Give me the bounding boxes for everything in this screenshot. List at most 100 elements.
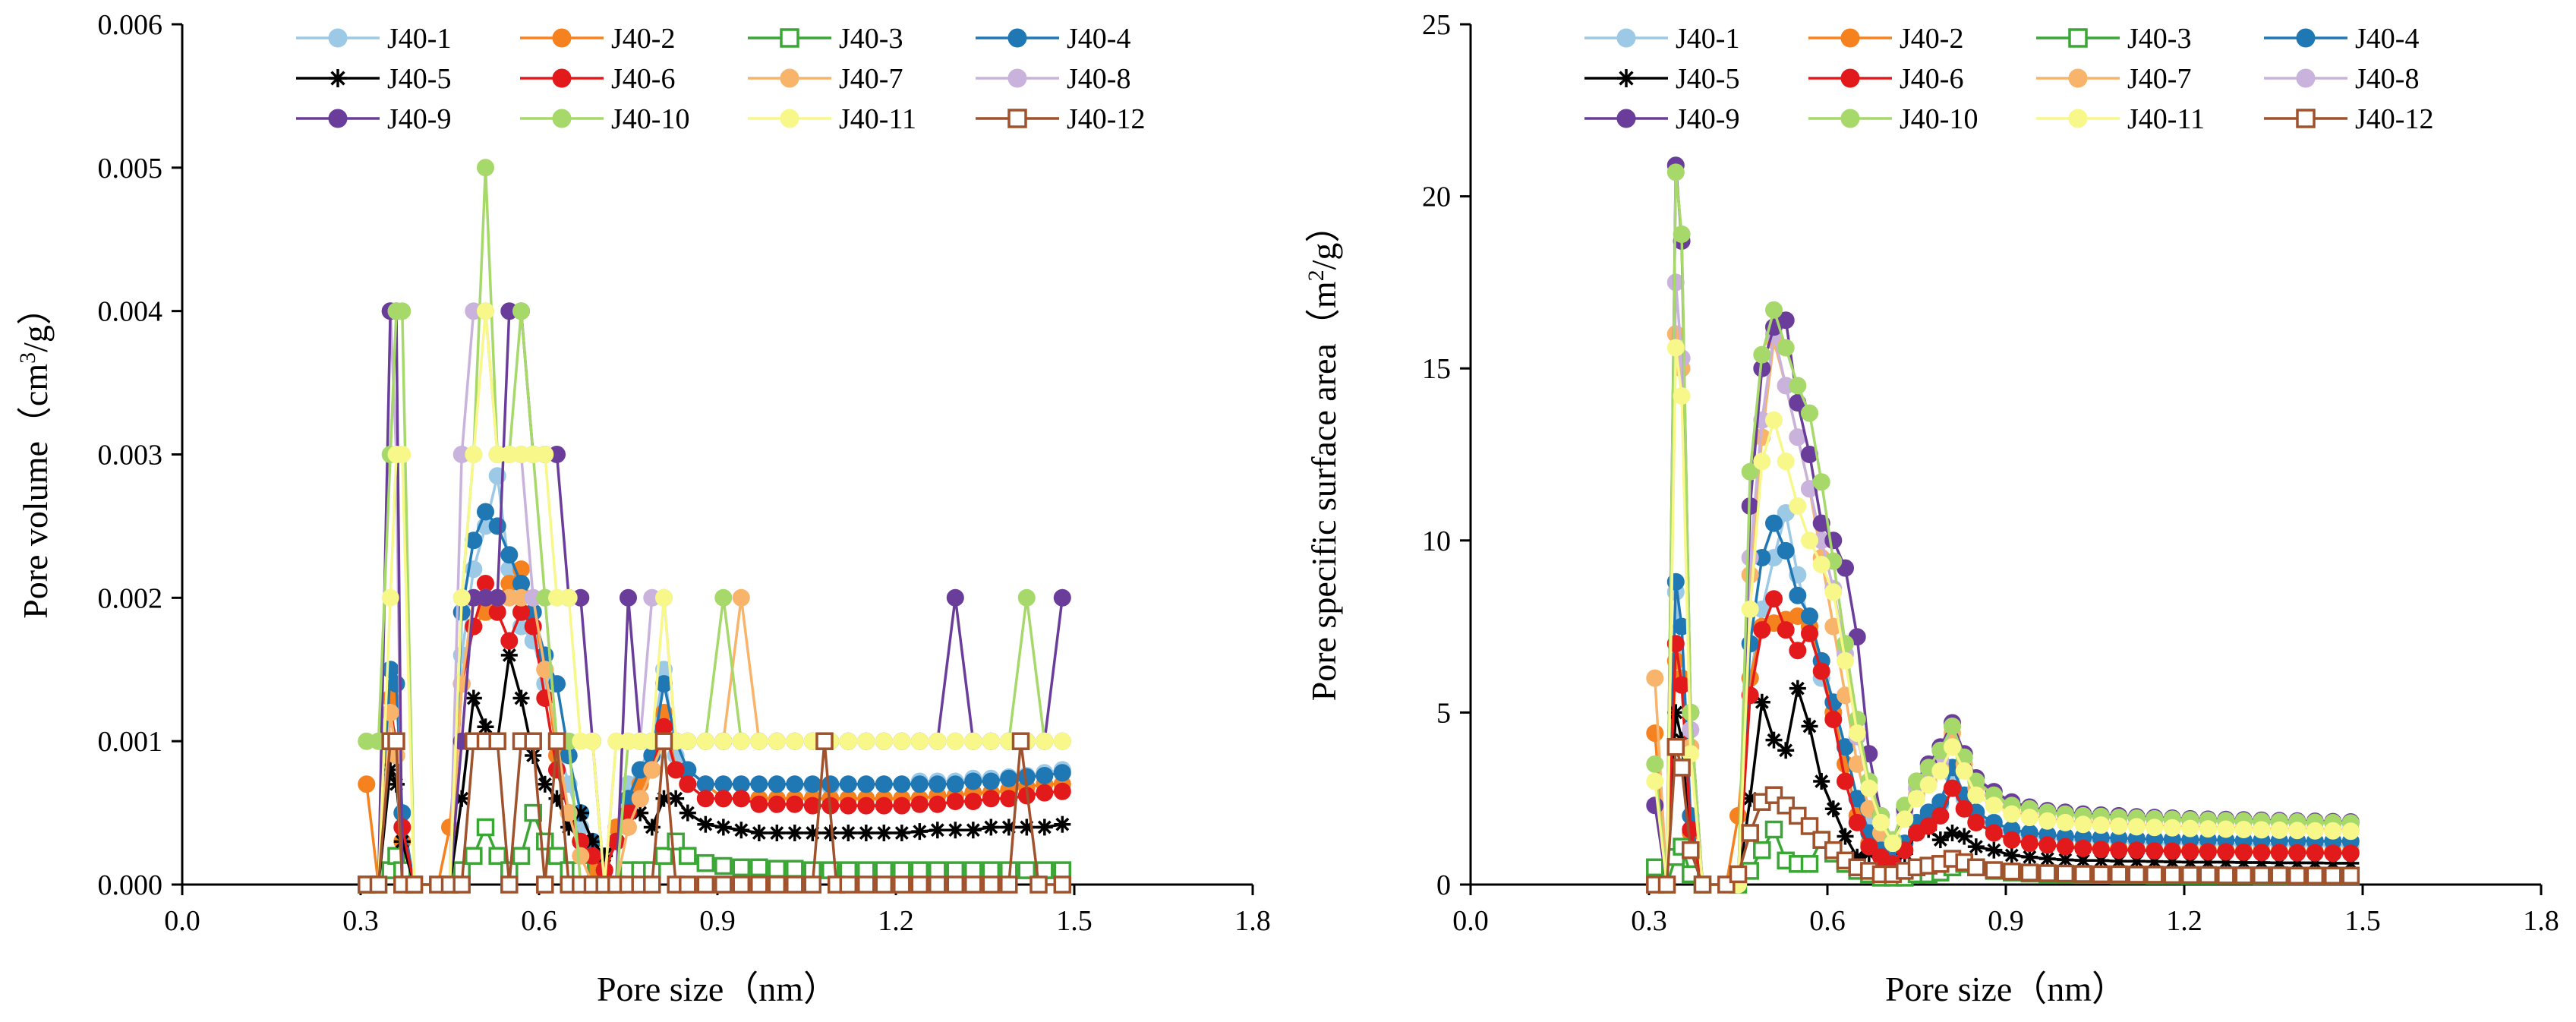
data-point <box>1919 817 1938 835</box>
data-point <box>488 732 506 750</box>
asterisk-stroke <box>2058 853 2073 867</box>
asterisk-stroke <box>502 648 516 662</box>
asterisk-stroke <box>2004 848 2019 863</box>
data-point <box>1967 813 1985 831</box>
data-point <box>714 819 732 836</box>
data-point <box>1053 861 1072 879</box>
asterisk-stroke <box>2040 852 2054 866</box>
y-tick-label: 5 <box>1436 697 1451 729</box>
data-point <box>929 875 947 894</box>
data-point <box>1956 828 1973 845</box>
data-point <box>1741 600 1759 618</box>
data-point <box>714 588 733 607</box>
data-point <box>946 875 965 894</box>
legend-item: J40-11 <box>2036 103 2205 135</box>
data-point <box>839 861 858 879</box>
data-point <box>982 861 1001 879</box>
data-point <box>1657 875 1676 894</box>
data-point <box>714 856 733 875</box>
data-point <box>1800 817 1819 835</box>
y-axis-title: Pore volume（cm3/g） <box>15 290 55 619</box>
data-point <box>1837 828 1854 845</box>
data-point <box>2341 822 2360 841</box>
data-point <box>1801 532 1818 550</box>
data-point <box>667 761 685 779</box>
data-point <box>786 795 804 813</box>
data-point <box>1824 800 1842 818</box>
legend-marker <box>2296 68 2316 88</box>
data-point <box>2038 864 2057 882</box>
data-point <box>465 689 482 707</box>
data-point <box>1824 711 1843 728</box>
plot-area <box>1646 156 2360 894</box>
data-point <box>1812 473 1830 491</box>
asterisk-stroke <box>966 823 980 837</box>
legend-marker <box>1007 109 1027 128</box>
data-point <box>732 790 750 808</box>
data-point <box>1967 858 1985 877</box>
data-point <box>358 775 376 793</box>
data-point <box>1860 779 1878 797</box>
data-point <box>1666 737 1685 756</box>
data-point <box>2270 844 2288 862</box>
data-point <box>643 761 661 779</box>
data-point <box>1765 590 1783 608</box>
data-point <box>929 775 947 793</box>
data-point <box>982 772 1000 790</box>
data-point <box>857 875 875 894</box>
legend-label: J40-9 <box>1676 103 1739 135</box>
legend-item: J40-1 <box>1584 23 1739 55</box>
legend-label: J40-3 <box>839 23 903 55</box>
data-point <box>2163 819 2181 837</box>
data-point <box>875 875 894 894</box>
data-point <box>2324 822 2342 840</box>
legend-item: J40-3 <box>748 23 903 55</box>
asterisk-stroke <box>877 826 891 840</box>
asterisk-stroke <box>787 826 802 840</box>
data-point <box>1813 773 1830 790</box>
data-point <box>696 732 714 750</box>
data-point <box>1931 831 1949 849</box>
data-point <box>1955 800 1973 818</box>
data-point <box>1036 861 1054 879</box>
data-point <box>536 875 554 894</box>
legend: J40-1 J40-2 J40-3 J40-4 J40-5 J40-6 J40-7 J40-8… <box>1584 23 2433 135</box>
data-point <box>1944 718 1961 735</box>
data-point <box>893 875 911 894</box>
data-point <box>1789 497 1807 515</box>
data-point <box>768 875 787 894</box>
data-point <box>1967 838 1985 856</box>
data-point <box>452 875 471 894</box>
data-point <box>982 790 1000 808</box>
legend-label: J40-7 <box>2127 63 2191 95</box>
y-tick-label: 0 <box>1436 869 1451 901</box>
data-point <box>2038 836 2057 854</box>
y-tick-label: 15 <box>1422 353 1451 385</box>
data-point <box>821 775 840 793</box>
data-point <box>547 732 566 750</box>
data-point <box>1801 718 1818 735</box>
data-point <box>1646 724 1664 743</box>
data-point <box>2217 820 2235 838</box>
data-point <box>2110 817 2128 835</box>
asterisk-stroke <box>752 826 766 840</box>
legend-marker <box>328 28 348 48</box>
data-point <box>1053 588 1071 607</box>
data-point <box>857 861 875 879</box>
data-point <box>1036 767 1054 784</box>
asterisk-stroke <box>478 720 493 734</box>
data-point <box>750 825 768 842</box>
data-point <box>1837 772 1854 790</box>
data-point <box>679 875 697 894</box>
y-axis-title-prefix: Pore volume（cm <box>16 364 55 619</box>
asterisk-stroke <box>1987 843 2001 857</box>
data-point <box>946 775 964 793</box>
data-point <box>381 588 399 607</box>
data-point <box>1741 462 1759 481</box>
data-point <box>2074 839 2092 857</box>
x-tick-label: 0.0 <box>164 905 200 937</box>
data-point <box>875 775 893 793</box>
legend-item: J40-5 <box>296 63 451 95</box>
data-point <box>964 732 982 750</box>
data-point <box>2092 865 2111 884</box>
